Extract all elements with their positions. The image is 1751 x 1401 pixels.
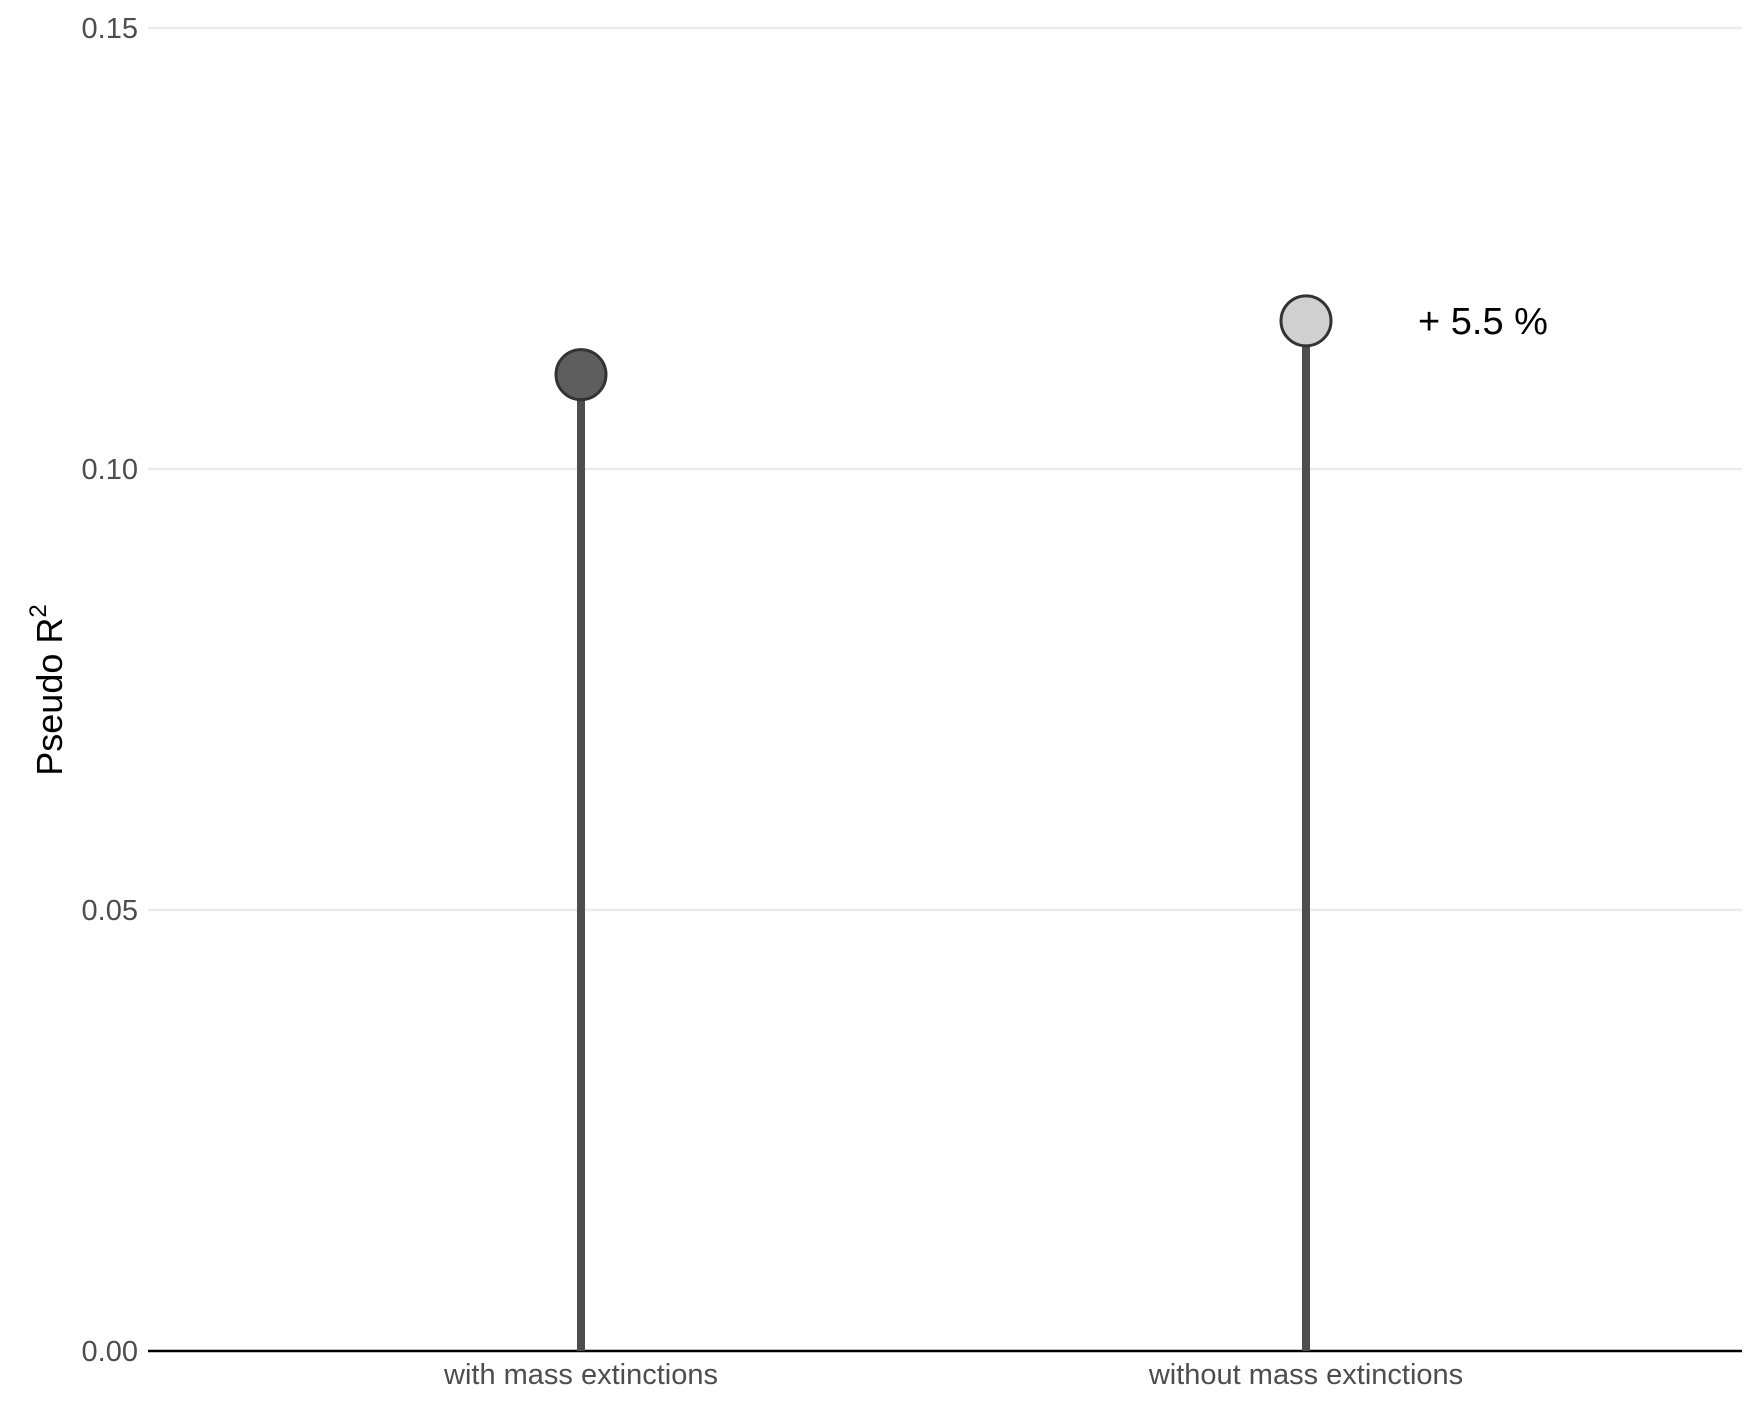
points [554,294,1333,402]
y-tick-label: 0.10 [82,454,138,486]
x-tick-label: with mass extinctions [443,1359,718,1391]
lollipop-point [1279,294,1333,348]
y-tick-label: 0.15 [82,13,138,45]
y-tick-label: 0.05 [82,895,138,927]
stems [577,320,1310,1351]
lollipop-point [554,348,608,402]
y-axis-title: Pseudo R2 [25,604,70,775]
labels: 0.00 0.05 0.10 0.15 with mass extinctions wit… [82,13,1548,1391]
y-axis-title-superscript: 2 [25,604,52,617]
x-tick-label: without mass extinctions [1148,1359,1463,1391]
gridlines [148,26,1742,912]
y-tick-label: 0.00 [82,1336,138,1368]
percent-change-annotation: + 5.5 % [1418,301,1548,343]
